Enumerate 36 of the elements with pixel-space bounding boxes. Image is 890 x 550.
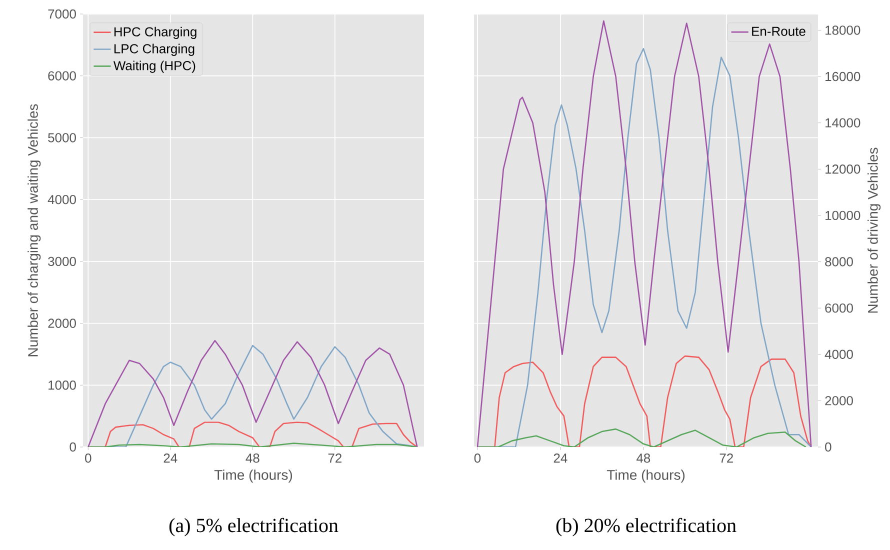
text: (a) 5% electrification bbox=[169, 518, 338, 536]
y-tick-label: 3000 bbox=[48, 256, 76, 266]
x-tick-label: 0 bbox=[474, 454, 481, 463]
y2-tick-label: 8000 bbox=[825, 257, 853, 266]
x-tick-label: 48 bbox=[246, 454, 260, 463]
x-axis-title: Time (hours) bbox=[606, 470, 685, 483]
y2-tick-label: 2000 bbox=[825, 396, 853, 406]
y2-tick-label: 4000 bbox=[824, 350, 853, 359]
y2-tick-label: 0 bbox=[825, 442, 832, 452]
y2-tick-label: 6000 bbox=[825, 303, 853, 313]
y2-tick-label: 10000 bbox=[826, 210, 860, 220]
y-tick-label: 2000 bbox=[48, 318, 76, 328]
x-tick-label: 0 bbox=[85, 454, 92, 463]
y2-tick-label: 14000 bbox=[826, 118, 860, 128]
y-tick-label: 5000 bbox=[48, 133, 76, 142]
y-tick-label: 6000 bbox=[48, 71, 76, 80]
x-tick-label: 48 bbox=[636, 454, 650, 463]
x-tick-label: 24 bbox=[164, 454, 178, 463]
x-axis-title: Time (hours) bbox=[214, 470, 292, 483]
y2-tick-label: 12000 bbox=[826, 164, 860, 174]
x-tick-label: 72 bbox=[720, 454, 733, 463]
x-tick-label: 24 bbox=[554, 454, 568, 463]
y-tick-label: 1000 bbox=[48, 380, 76, 390]
y-tick-label: 7000 bbox=[48, 9, 76, 19]
legend-label: En-Route bbox=[752, 26, 806, 36]
y-tick-label: 4000 bbox=[48, 194, 76, 204]
text: (b) 20% electrification bbox=[556, 518, 736, 536]
y2-axis-title: Number of driving Vehicles bbox=[868, 148, 881, 313]
legend-label: LPC Charging bbox=[114, 44, 194, 56]
y-axis-title: Number of charging and waiting Vehicles bbox=[28, 104, 41, 356]
legend-label: HPC Charging bbox=[114, 26, 196, 39]
legend-label: Waiting (HPC) bbox=[113, 60, 196, 73]
x-tick-label: 72 bbox=[328, 454, 342, 463]
y2-tick-label: 16000 bbox=[826, 72, 860, 82]
y2-tick-label: 18000 bbox=[826, 26, 860, 35]
y-tick-label: 0 bbox=[70, 442, 76, 452]
